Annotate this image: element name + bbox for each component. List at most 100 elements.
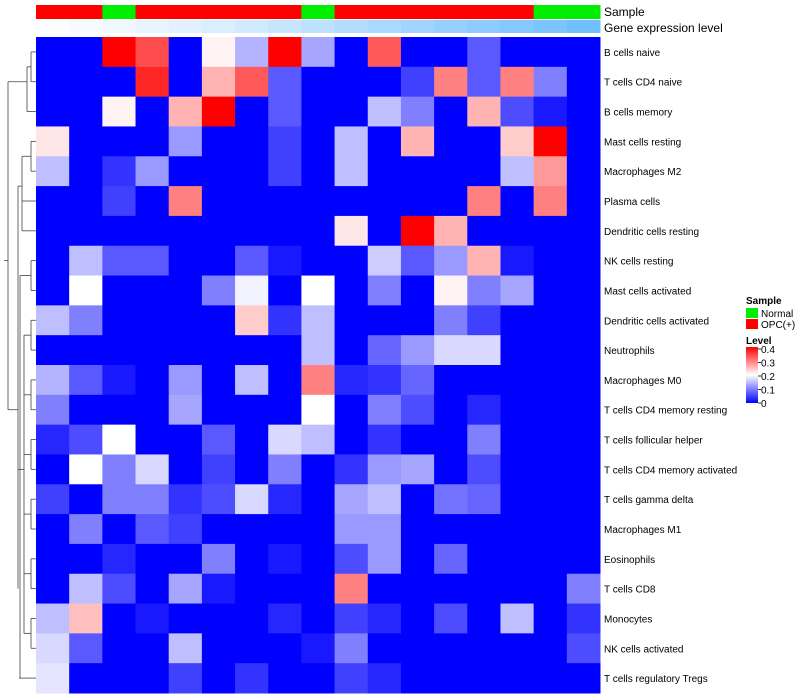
heatmap-cell: [135, 633, 170, 664]
gene-anno-cell: [434, 20, 468, 33]
heatmap-cell: [268, 186, 302, 217]
heatmap-cell: [434, 215, 468, 247]
heatmap-cell: [168, 96, 203, 127]
sample-anno-cell: [268, 5, 302, 19]
heatmap-cell: [500, 603, 535, 634]
heatmap-cell: [268, 454, 302, 485]
heatmap-cell: [533, 424, 568, 455]
heatmap-cell: [301, 96, 336, 127]
heatmap-cell: [69, 37, 103, 68]
heatmap-cell: [400, 126, 435, 157]
heatmap-cell: [69, 394, 103, 426]
row-label: Macrophages M1: [604, 525, 682, 536]
gene-anno-cell: [467, 20, 501, 33]
heatmap-cell: [500, 633, 535, 664]
heatmap-cell: [268, 603, 302, 634]
heatmap-cell: [434, 573, 468, 605]
heatmap-cell: [334, 215, 369, 247]
legend-sample-swatch: [746, 319, 758, 329]
heatmap-cell: [69, 66, 103, 98]
heatmap-cell: [168, 663, 203, 694]
sample-anno-cell: [36, 5, 70, 19]
heatmap-cell: [301, 603, 336, 634]
heatmap-cell: [400, 37, 435, 68]
heatmap-cell: [566, 454, 601, 485]
heatmap-cell: [168, 484, 203, 515]
heatmap-cell: [69, 305, 103, 336]
heatmap-cell: [334, 335, 369, 366]
heatmap-cell: [69, 633, 103, 664]
heatmap-cell: [301, 424, 336, 455]
row-label: T cells follicular helper: [604, 436, 703, 447]
heatmap-cell: [467, 365, 501, 396]
heatmap-cell: [533, 514, 568, 545]
legend-level-tick-label: 0: [761, 399, 767, 410]
heatmap-cell: [467, 394, 501, 426]
heatmap-cell: [168, 156, 203, 187]
heatmap-cell: [400, 156, 435, 187]
row-label: Dendritic cells resting: [604, 227, 699, 238]
heatmap-cell: [36, 484, 70, 515]
heatmap-cell: [268, 484, 302, 515]
heatmap-cell: [135, 543, 170, 575]
heatmap-cell: [135, 454, 170, 485]
heatmap-cell: [102, 573, 137, 605]
heatmap-cell: [36, 156, 70, 187]
heatmap-cell: [301, 394, 336, 426]
heatmap-cell: [400, 245, 435, 277]
heatmap-cell: [69, 186, 103, 217]
row-dendrogram: [4, 51, 36, 679]
heatmap-cell: [533, 66, 568, 98]
heatmap-cell: [400, 305, 435, 336]
heatmap-cell: [36, 573, 70, 605]
heatmap-cell: [467, 543, 501, 575]
row-label: T cells gamma delta: [604, 495, 694, 506]
heatmap-cell: [268, 394, 302, 426]
heatmap-cell: [36, 424, 70, 455]
row-label: T cells CD4 memory activated: [604, 465, 737, 476]
heatmap-cell: [235, 633, 269, 664]
heatmap-cell: [168, 37, 203, 68]
heatmap-cell: [36, 275, 70, 306]
heatmap-cell: [334, 66, 369, 98]
heatmap-cell: [102, 66, 137, 98]
heatmap-cell: [334, 365, 369, 396]
heatmap-cell: [400, 514, 435, 545]
heatmap-cell: [500, 305, 535, 336]
gene-anno-cell: [301, 20, 336, 33]
heatmap-cell: [301, 186, 336, 217]
heatmap-cell: [168, 514, 203, 545]
sample-anno-cell: [235, 5, 269, 19]
heatmap-cell: [135, 514, 170, 545]
heatmap-cell: [102, 245, 137, 277]
heatmap-cell: [201, 603, 236, 634]
heatmap-cell: [566, 215, 601, 247]
heatmap-cell: [566, 245, 601, 277]
heatmap-cell: [334, 37, 369, 68]
row-label: NK cells activated: [604, 644, 683, 655]
heatmap-cell: [334, 245, 369, 277]
heatmap-cell: [268, 66, 302, 98]
heatmap-cell: [168, 603, 203, 634]
heatmap-cell: [235, 365, 269, 396]
heatmap-cell: [36, 543, 70, 575]
row-label: Monocytes: [604, 614, 652, 625]
heatmap-cell: [400, 633, 435, 664]
row-label: T cells CD8: [604, 585, 656, 596]
heatmap-cell: [135, 663, 170, 694]
heatmap-cell: [566, 484, 601, 515]
heatmap-cell: [268, 543, 302, 575]
heatmap-cell: [69, 573, 103, 605]
row-label: B cells naive: [604, 48, 661, 59]
heatmap-cell: [201, 514, 236, 545]
heatmap-cell: [500, 543, 535, 575]
heatmap-cell: [69, 365, 103, 396]
heatmap-cell: [201, 186, 236, 217]
heatmap-cell: [69, 245, 103, 277]
heatmap-cell: [467, 186, 501, 217]
heatmap-cell: [201, 305, 236, 336]
heatmap-cell: [235, 484, 269, 515]
heatmap-cell: [467, 215, 501, 247]
heatmap-cell: [367, 245, 402, 277]
heatmap-cell: [201, 365, 236, 396]
